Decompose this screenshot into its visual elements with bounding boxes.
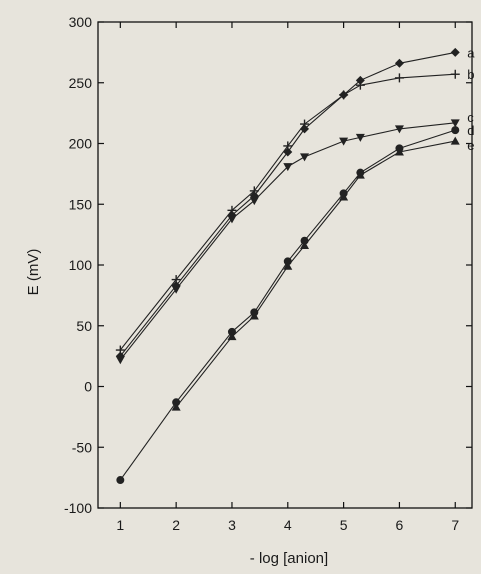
data-point [300, 241, 310, 250]
series-line-c [119, 122, 456, 361]
series-line-e [175, 140, 456, 408]
series-layer [115, 47, 460, 485]
y-tick-label: 250 [69, 75, 93, 91]
data-point [394, 58, 404, 68]
y-tick-label: 0 [84, 379, 92, 395]
data-point [450, 69, 460, 79]
chart-axes: -100 -50 0 50 100 150 200 250 300 1 2 3 4 5 6 7 [64, 14, 473, 533]
series-labels: ab cde [467, 45, 475, 153]
y-tick-label: 50 [76, 318, 92, 334]
y-tick-label: 100 [69, 257, 93, 273]
data-point [171, 275, 181, 285]
x-tick-label: 5 [340, 517, 348, 533]
data-point [115, 345, 125, 355]
data-point [227, 327, 236, 336]
data-point [355, 80, 365, 90]
series-label-c: c [467, 110, 474, 125]
data-point [249, 311, 259, 320]
series-line-b [119, 73, 456, 351]
series-c [115, 119, 460, 365]
series-b [115, 69, 460, 355]
data-point [171, 285, 181, 294]
data-point [355, 133, 365, 142]
series-label-e: e [467, 138, 474, 153]
series-d [116, 126, 460, 485]
data-point [355, 170, 365, 179]
data-point [450, 136, 460, 145]
data-point [227, 332, 237, 341]
data-point [283, 141, 293, 151]
data-point [116, 476, 125, 485]
y-tick-label: 300 [69, 14, 93, 30]
data-point [394, 73, 404, 83]
x-tick-label: 6 [396, 517, 404, 533]
y-tick-label: 150 [69, 196, 93, 212]
data-point [339, 137, 349, 146]
data-point [300, 119, 310, 129]
data-point [300, 153, 310, 162]
data-point [355, 75, 365, 85]
data-point [249, 197, 259, 206]
data-point [339, 192, 349, 201]
x-tick-label: 1 [116, 517, 124, 533]
series-e [171, 136, 460, 411]
data-point [451, 126, 460, 135]
y-tick-label: -50 [72, 439, 92, 455]
x-tick-label: 2 [172, 517, 180, 533]
y-tick-label: -100 [64, 500, 92, 516]
series-label-a: a [467, 45, 475, 60]
y-tick-label: 200 [69, 136, 93, 152]
series-line-d [119, 129, 456, 481]
data-point [394, 147, 404, 156]
x-tick-label: 3 [228, 517, 236, 533]
data-point [394, 125, 404, 134]
series-a [115, 47, 460, 361]
data-point [339, 90, 349, 100]
data-point [227, 205, 237, 215]
data-point [283, 261, 293, 270]
data-point [171, 402, 181, 411]
data-point [227, 215, 237, 224]
data-point [450, 47, 460, 57]
data-point [115, 356, 125, 365]
data-point [450, 119, 460, 128]
x-tick-label: 7 [451, 517, 459, 533]
series-label-b: b [467, 67, 474, 82]
data-point [283, 163, 293, 172]
series-line-a [119, 51, 456, 357]
data-point [249, 186, 259, 196]
series-label-d: d [467, 123, 474, 138]
x-tick-label: 4 [284, 517, 292, 533]
y-axis-title: E (mV) [25, 249, 42, 296]
x-axis-title: - log [anion] [250, 550, 328, 567]
